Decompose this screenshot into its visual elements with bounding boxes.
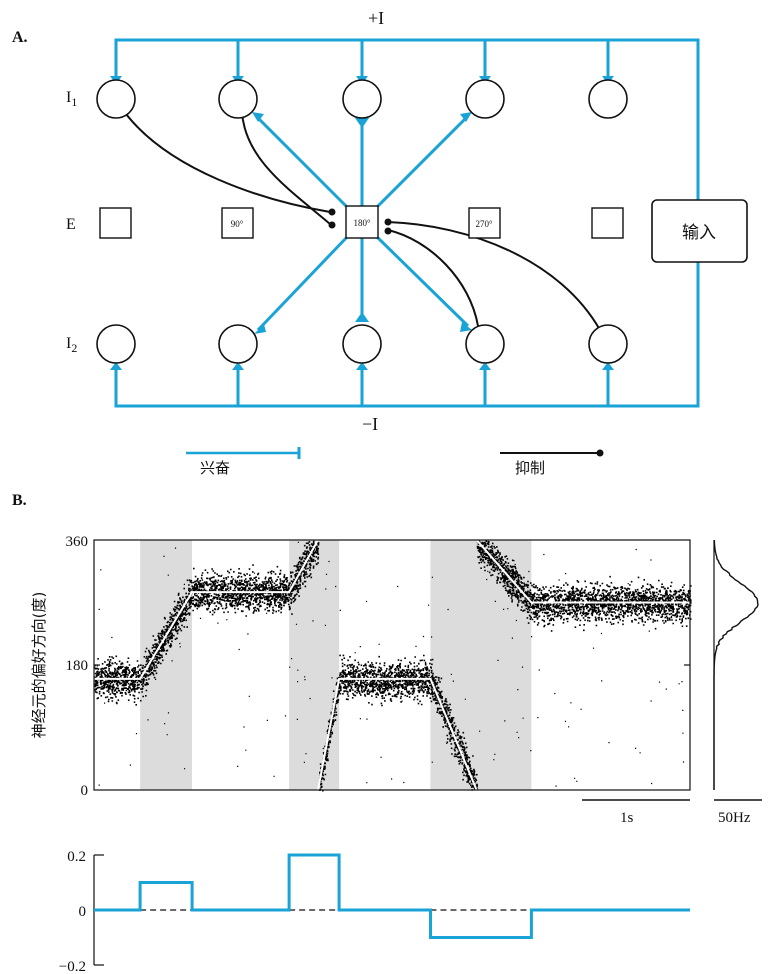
legend: 兴奋 抑制 xyxy=(186,447,604,477)
current-bus xyxy=(114,38,700,408)
y-tick-labels: 360 180 0 xyxy=(66,534,89,799)
input-tick-0: 0 xyxy=(79,904,87,920)
i1-neuron-4 xyxy=(465,79,505,119)
e-unit-label-90: 90° xyxy=(231,219,244,229)
row-label-e: E xyxy=(66,216,76,233)
bottom-current-label: −I xyxy=(362,414,378,434)
bump-centre-segment-1 xyxy=(94,539,319,680)
bump-centre-segment-2 xyxy=(317,677,478,791)
excitatory-connections xyxy=(254,114,470,332)
row-labels: I1 E I2 xyxy=(66,89,77,355)
e-row xyxy=(99,205,624,239)
e-unit-3 xyxy=(345,205,379,239)
i1-neuron-1 xyxy=(96,79,136,119)
y-tick-0: 0 xyxy=(81,783,89,799)
bump-centre-trace xyxy=(94,539,690,791)
rate-scale-bar: 50Hz xyxy=(714,799,762,826)
i1-neuron-2 xyxy=(218,79,258,119)
input-tick-labels: 0.2 0 −0.2 xyxy=(59,849,86,974)
bump-centre-segment-3 xyxy=(475,539,690,604)
e-unit-4 xyxy=(468,207,501,239)
legend-excite-label: 兴奋 xyxy=(200,459,230,477)
e-unit-1 xyxy=(99,207,132,239)
legend-inhibit-terminal xyxy=(596,449,604,457)
y-tick-180: 180 xyxy=(66,658,89,674)
input-tick-neg-0-2: −0.2 xyxy=(59,959,86,974)
shaded-interval-3 xyxy=(430,540,532,790)
i1-row xyxy=(96,79,628,119)
e-unit-5 xyxy=(591,207,624,239)
i2-neuron-1 xyxy=(96,324,136,364)
i2-row xyxy=(96,324,628,364)
y-tick-360: 360 xyxy=(66,534,89,550)
i2-neuron-2 xyxy=(218,324,258,364)
time-scale-label: 1s xyxy=(620,810,634,826)
i1-neuron-5 xyxy=(588,79,628,119)
time-scale-bar: 1s xyxy=(582,799,690,826)
i2-neuron-4 xyxy=(465,324,505,364)
i2-neuron-3 xyxy=(342,324,382,364)
panel-a-label: A. xyxy=(12,29,28,46)
y-axis-label: 神经元的偏好方向(度) xyxy=(30,592,48,739)
i1-neuron-3 xyxy=(342,79,382,119)
e-unit-label-270: 270° xyxy=(475,219,493,229)
inhibitory-connections xyxy=(125,111,601,331)
activity-profile xyxy=(713,539,759,790)
row-label-i2: I2 xyxy=(66,335,77,355)
excitatory-terminals xyxy=(252,112,472,334)
row-label-i1: I1 xyxy=(66,89,77,109)
top-current-label: +I xyxy=(368,8,384,28)
e-unit-2 xyxy=(221,207,254,239)
input-tick-0-2: 0.2 xyxy=(67,849,86,865)
activity-profile-curve xyxy=(713,539,759,790)
legend-inhibit-label: 抑制 xyxy=(515,459,545,477)
shaded-intervals xyxy=(140,540,532,790)
i2-neuron-5 xyxy=(588,324,628,364)
e-unit-label-180: 180° xyxy=(353,218,371,228)
panel-b-label: B. xyxy=(12,492,27,509)
input-label: 输入 xyxy=(682,223,716,243)
input-box xyxy=(651,199,748,263)
rate-scale-label: 50Hz xyxy=(718,810,751,826)
inhibitory-terminals xyxy=(328,208,392,235)
input-trace xyxy=(94,853,690,939)
